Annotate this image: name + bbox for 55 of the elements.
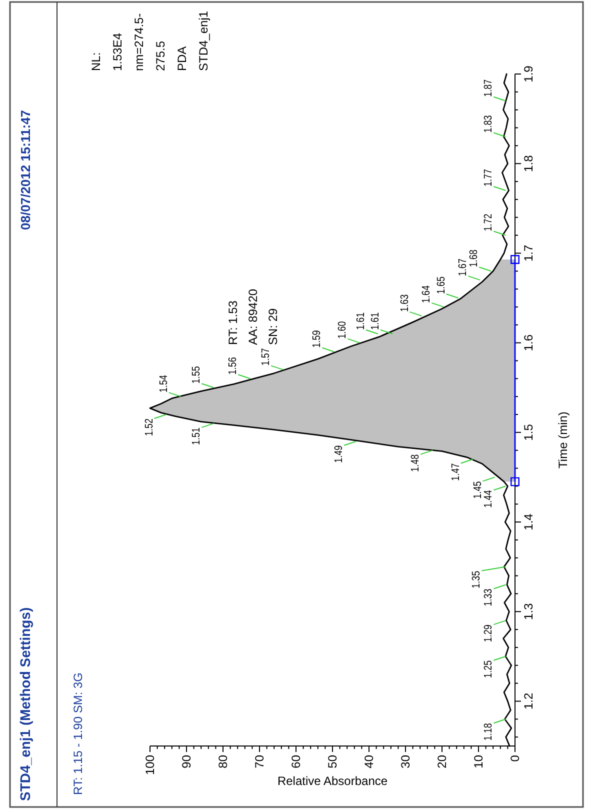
annotation: 1.48 [410,454,422,472]
x-tick-label: 80 [216,754,230,768]
y-axis-title: Time (min) [556,412,570,468]
annotation: 1.49 [333,445,346,463]
annotation: 1.65 [436,276,448,294]
y-tick-label: 1.8 [522,154,536,172]
x-tick-label: 10 [471,754,486,768]
annotation: 1.87 [482,78,495,97]
text: STD4_enj1 (Method Settings) [17,607,33,801]
x-tick-label: 100 [142,754,157,776]
x-tick-label: 20 [434,754,449,768]
x-tick-label: 30 [398,754,412,768]
annotation: 1.68 [468,249,480,268]
annotation: 1.60 [336,320,349,339]
text: 08/07/2012 15:11:47 [18,110,33,230]
annotation: 1.67 [457,258,470,276]
text: RT: 1.15 - 1.90 SM: 3G [71,672,85,795]
annotation: 1.54 [158,374,170,393]
annotation: 1.64 [420,285,433,303]
annotation: RT: 1.53 AA: 89420 SN: 29 [226,288,280,345]
annotation: 1.55 [190,366,203,384]
annotation: 1.52 [144,418,156,436]
annotation: 1.47 [450,462,462,481]
y-tick-label: 1.7 [522,244,536,262]
annotation: 1.33 [482,588,495,606]
text: NL: 1.53E4 nm=274.5- 275.5 PDA STD4_enj1 [89,10,210,71]
annotation: 1.35 [470,570,483,588]
annotation: 1.56 [227,356,240,375]
annotation: 1.63 [399,294,412,312]
annotation: 1.77 [482,168,495,186]
annotation: 1.51 [190,427,203,445]
y-tick-label: 1.4 [522,513,536,530]
annotation: 1.45 [472,480,484,499]
y-tick-label: 1.2 [522,692,536,710]
x-tick-label: 40 [362,754,376,768]
y-tick-label: 1.3 [522,602,536,620]
x-tick-label: 0 [508,754,522,762]
x-tick-label: 90 [179,754,194,768]
y-tick-label: 1.6 [522,334,536,352]
annotation: 1.44 [482,490,495,508]
annotation: 1.57 [260,348,272,366]
annotation: 1.61 [370,312,382,330]
annotation: 1.18 [482,722,495,741]
x-tick-label: 50 [325,754,340,768]
annotation: 1.72 [482,213,495,232]
annotation: 1.83 [482,114,495,133]
annotation: 1.59 [311,330,324,348]
y-tick-label: 1.9 [522,65,536,82]
annotation: 1.61 [355,312,368,330]
annotation: 1.29 [482,624,495,642]
x-axis-title: Relative Absorbance [277,774,388,788]
x-tick-label: 60 [288,754,303,768]
y-tick-label: 1.5 [522,424,536,441]
annotation: 1.25 [482,660,495,678]
x-tick-label: 70 [252,754,266,768]
